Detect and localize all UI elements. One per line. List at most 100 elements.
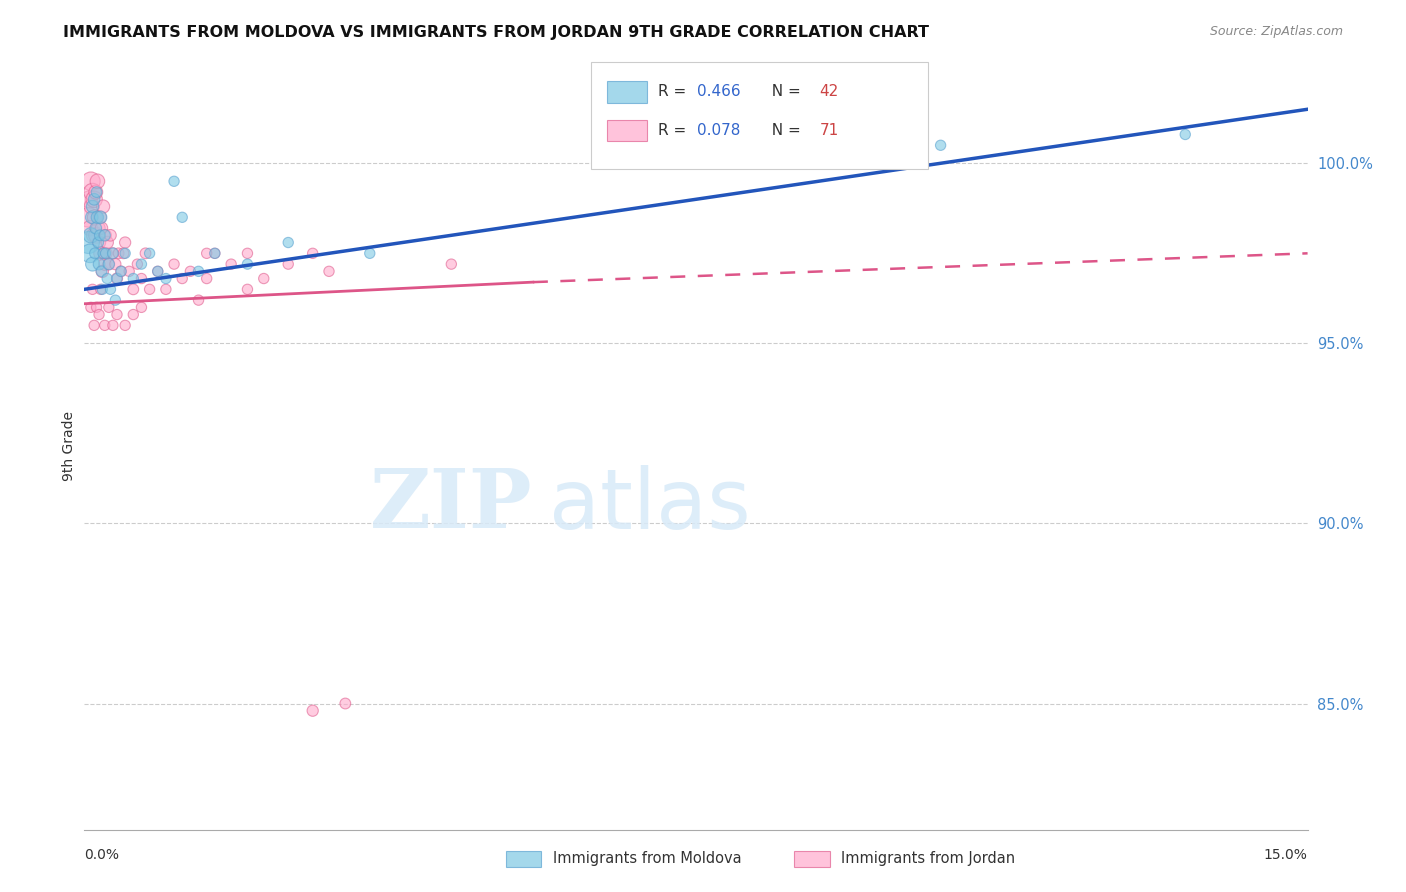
Text: R =: R =	[658, 123, 692, 137]
Point	[83, 318, 105, 333]
Point	[104, 257, 127, 271]
Point	[86, 228, 108, 243]
Point	[107, 246, 129, 260]
Point	[79, 246, 101, 260]
Point	[195, 271, 218, 285]
Text: 42: 42	[820, 85, 839, 99]
Point	[82, 257, 104, 271]
Point	[105, 271, 128, 285]
Point	[101, 246, 124, 260]
Point	[105, 308, 128, 322]
Text: Immigrants from Moldova: Immigrants from Moldova	[553, 852, 741, 866]
Point	[179, 264, 201, 278]
Point	[131, 271, 153, 285]
Point	[93, 318, 115, 333]
Point	[172, 211, 194, 225]
Point	[100, 228, 122, 243]
Text: N =: N =	[762, 123, 806, 137]
Point	[172, 271, 194, 285]
Point	[87, 257, 110, 271]
Text: N =: N =	[762, 85, 806, 99]
Text: ZIP: ZIP	[370, 466, 533, 545]
Point	[138, 246, 160, 260]
Point	[77, 211, 100, 225]
Point	[91, 264, 114, 278]
Point	[187, 264, 209, 278]
Point	[83, 192, 105, 206]
Point	[155, 282, 177, 296]
Point	[277, 235, 299, 250]
Text: 0.466: 0.466	[697, 85, 741, 99]
Point	[440, 257, 463, 271]
Point	[94, 228, 117, 243]
Point	[97, 257, 120, 271]
Text: 0.0%: 0.0%	[84, 847, 120, 862]
Point	[90, 264, 112, 278]
Point	[82, 282, 104, 296]
Point	[97, 301, 120, 315]
Point	[114, 235, 136, 250]
Point	[155, 271, 177, 285]
Point	[318, 264, 340, 278]
Point	[86, 185, 108, 199]
Point	[101, 318, 124, 333]
Point	[77, 192, 100, 206]
Y-axis label: 9th Grade: 9th Grade	[62, 411, 76, 481]
Point	[82, 185, 104, 199]
Point	[122, 308, 145, 322]
Point	[114, 246, 136, 260]
Text: Immigrants from Jordan: Immigrants from Jordan	[841, 852, 1015, 866]
Point	[105, 271, 128, 285]
Point	[122, 282, 145, 296]
Point	[82, 200, 104, 214]
Point	[138, 282, 160, 296]
Point	[110, 264, 132, 278]
Point	[131, 257, 153, 271]
Point	[91, 246, 114, 260]
Point	[84, 185, 107, 199]
Text: atlas: atlas	[550, 465, 751, 546]
Point	[335, 697, 357, 711]
Point	[1174, 128, 1197, 142]
Point	[86, 174, 108, 188]
Point	[91, 282, 114, 296]
Point	[131, 301, 153, 315]
Point	[90, 246, 112, 260]
Point	[187, 293, 209, 307]
Text: Source: ZipAtlas.com: Source: ZipAtlas.com	[1209, 25, 1343, 38]
Point	[84, 221, 107, 235]
Point	[97, 257, 120, 271]
Point	[127, 257, 149, 271]
Text: R =: R =	[658, 85, 692, 99]
Point	[135, 246, 157, 260]
Point	[93, 228, 115, 243]
Point	[87, 221, 110, 235]
Point	[80, 301, 103, 315]
Point	[301, 246, 323, 260]
Point	[104, 293, 127, 307]
Point	[90, 211, 112, 225]
Point	[236, 246, 259, 260]
Point	[359, 246, 381, 260]
Point	[87, 308, 110, 322]
Point	[301, 704, 323, 718]
Point	[91, 200, 114, 214]
Point	[204, 246, 226, 260]
Point	[163, 174, 186, 188]
Text: 15.0%: 15.0%	[1264, 847, 1308, 862]
Point	[929, 138, 952, 153]
Point	[122, 271, 145, 285]
Point	[86, 211, 108, 225]
Point	[93, 257, 115, 271]
Point	[77, 235, 100, 250]
Point	[80, 211, 103, 225]
Point	[253, 271, 276, 285]
Point	[96, 246, 118, 260]
Point	[80, 174, 103, 188]
Point	[219, 257, 242, 271]
Point	[96, 271, 118, 285]
Point	[89, 211, 111, 225]
Point	[204, 246, 226, 260]
Point	[80, 200, 103, 214]
Point	[80, 228, 103, 243]
